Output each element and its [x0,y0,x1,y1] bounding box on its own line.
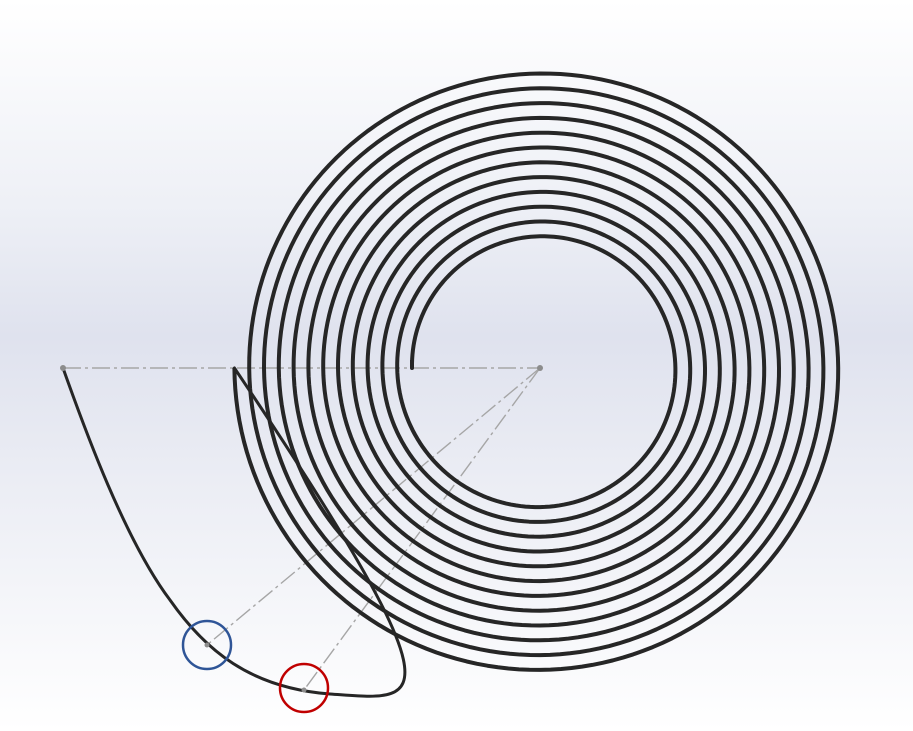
red-marked-point[interactable] [301,687,307,693]
curve-end-point[interactable] [60,365,66,371]
sketch-points [60,365,543,693]
red-circle-marker [278,662,330,714]
blue-marked-point[interactable] [204,642,210,648]
spiral-center-point[interactable] [537,365,543,371]
diagonal-centerline-red[interactable] [303,367,541,691]
blue-circle-marker [181,619,233,671]
tangent-curve[interactable] [61,366,407,698]
spiral-curve[interactable] [232,71,841,672]
